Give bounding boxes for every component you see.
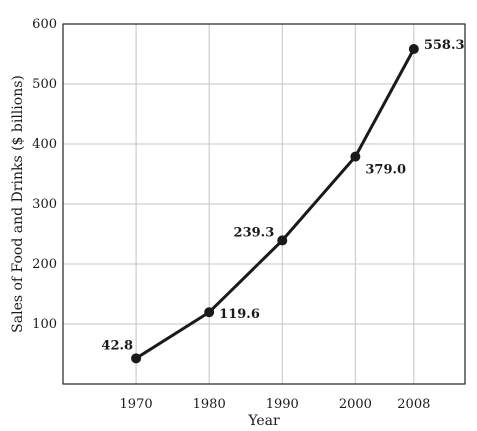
data-point bbox=[131, 353, 142, 364]
plot-frame bbox=[62, 23, 466, 385]
data-points bbox=[131, 44, 419, 364]
x-axis-title: Year bbox=[247, 413, 280, 429]
x-tick-label: 2008 bbox=[397, 397, 430, 412]
data-point bbox=[204, 307, 215, 318]
data-point bbox=[408, 44, 419, 55]
x-tick-label: 2000 bbox=[339, 397, 372, 412]
data-label: 119.6 bbox=[219, 307, 260, 322]
y-tick-label: 600 bbox=[32, 17, 57, 32]
x-tick-label: 1990 bbox=[266, 397, 299, 412]
y-tick-label: 200 bbox=[32, 257, 57, 272]
y-tick-label: 300 bbox=[32, 197, 57, 212]
data-label: 558.3 bbox=[424, 38, 465, 53]
y-axis-ticks: 100 200 300 400 500 600 bbox=[32, 17, 57, 332]
y-tick-label: 500 bbox=[32, 77, 57, 92]
y-tick-label: 100 bbox=[32, 317, 57, 332]
x-tick-label: 1980 bbox=[193, 397, 226, 412]
y-axis-title: Sales of Food and Drinks ($ billions) bbox=[10, 75, 26, 333]
grid-lines bbox=[63, 23, 465, 384]
x-axis-ticks: 1970 1980 1990 2000 2008 bbox=[120, 397, 431, 412]
data-label: 239.3 bbox=[234, 225, 275, 240]
data-label: 42.8 bbox=[101, 338, 133, 353]
data-labels: 42.8 119.6 239.3 379.0 558.3 bbox=[101, 38, 464, 353]
x-tick-label: 1970 bbox=[120, 397, 153, 412]
data-point bbox=[277, 235, 288, 246]
y-tick-label: 400 bbox=[32, 137, 57, 152]
data-point bbox=[350, 151, 361, 162]
data-label: 379.0 bbox=[365, 163, 406, 178]
